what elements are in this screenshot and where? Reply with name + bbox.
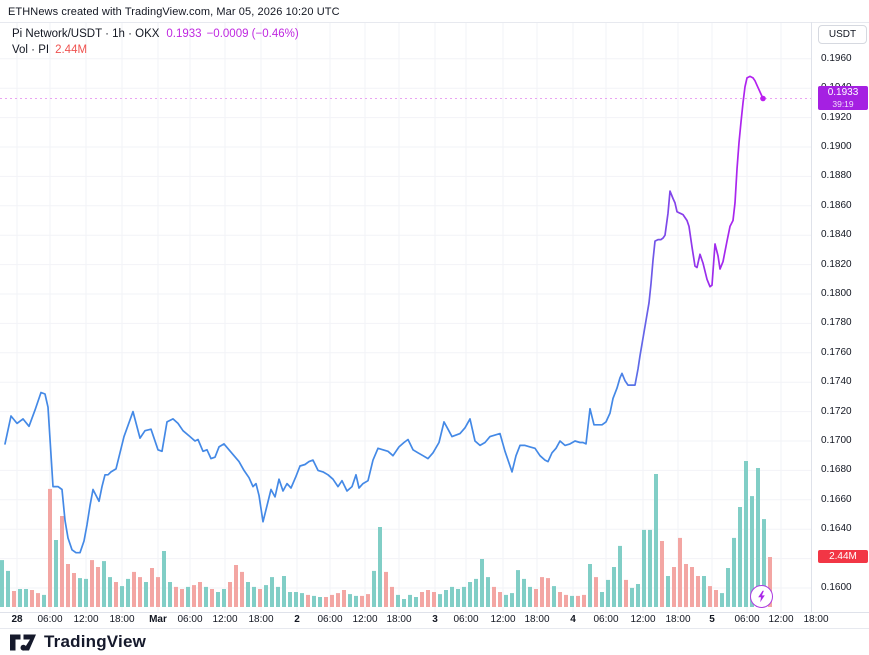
time-tick-label: 12:00 xyxy=(768,614,794,625)
price-tick-label: 0.1600 xyxy=(821,582,852,593)
price-tick-label: 0.1880 xyxy=(821,170,852,181)
candle-countdown: 39:19 xyxy=(832,99,854,109)
header-separator xyxy=(0,22,869,23)
time-axis-separator xyxy=(0,612,869,613)
time-tick-label: 2 xyxy=(294,614,300,625)
price-tick-label: 0.1900 xyxy=(821,141,852,152)
chart-legend[interactable]: Pi Network/USDT · 1h · OKX 0.1933 −0.0009 … xyxy=(12,26,299,58)
legend-volume-row[interactable]: Vol · PI 2.44M xyxy=(12,42,299,58)
time-tick-label: 12:00 xyxy=(630,614,656,625)
legend-change: −0.0009 (−0.46%) xyxy=(206,28,299,40)
time-tick-label: 18:00 xyxy=(524,614,550,625)
time-tick-label: Mar xyxy=(149,614,167,625)
price-tick-label: 0.1800 xyxy=(821,288,852,299)
price-tick-label: 0.1720 xyxy=(821,406,852,417)
time-tick-label: 12:00 xyxy=(490,614,516,625)
last-price-value: 0.1933 xyxy=(827,87,859,98)
price-tick-label: 0.1640 xyxy=(821,523,852,534)
time-tick-label: 06:00 xyxy=(734,614,760,625)
price-axis-separator xyxy=(811,22,812,612)
time-tick-label: 18:00 xyxy=(803,614,829,625)
price-tick-label: 0.1760 xyxy=(821,347,852,358)
price-tick-label: 0.1780 xyxy=(821,317,852,328)
time-tick-label: 06:00 xyxy=(37,614,63,625)
tradingview-wordmark: TradingView xyxy=(44,632,147,651)
time-tick-label: 12:00 xyxy=(352,614,378,625)
price-line-series xyxy=(0,75,812,554)
time-tick-label: 06:00 xyxy=(177,614,203,625)
attribution-text: ETHNews created with TradingView.com, Ma… xyxy=(8,6,340,18)
time-tick-label: 4 xyxy=(570,614,576,625)
legend-last-price: 0.1933 xyxy=(166,28,202,40)
time-tick-label: 06:00 xyxy=(453,614,479,625)
price-tick-label: 0.1920 xyxy=(821,112,852,123)
time-tick-label: 18:00 xyxy=(109,614,135,625)
price-tick-label: 0.1820 xyxy=(821,259,852,270)
time-tick-label: 18:00 xyxy=(248,614,274,625)
time-tick-label: 18:00 xyxy=(386,614,412,625)
tradingview-logo[interactable]: TradingView xyxy=(10,632,146,652)
lightning-icon xyxy=(750,585,773,608)
legend-symbol-row[interactable]: Pi Network/USDT · 1h · OKX 0.1933 −0.0009 … xyxy=(12,26,299,42)
price-tick-label: 0.1860 xyxy=(821,200,852,211)
last-price-badge: 0.1933 39:19 xyxy=(818,86,868,110)
time-tick-label: 12:00 xyxy=(73,614,99,625)
time-tick-label: 28 xyxy=(11,614,23,625)
volume-badge: 2.44M xyxy=(818,550,868,563)
price-tick-label: 0.1960 xyxy=(821,53,852,64)
time-tick-label: 18:00 xyxy=(665,614,691,625)
time-tick-label: 12:00 xyxy=(212,614,238,625)
price-tick-label: 0.1740 xyxy=(821,376,852,387)
time-tick-label: 3 xyxy=(432,614,438,625)
volume-bars xyxy=(0,461,772,608)
price-tick-label: 0.1680 xyxy=(821,464,852,475)
legend-symbol: Pi Network/USDT · 1h · OKX xyxy=(12,28,160,40)
legend-volume-value: 2.44M xyxy=(55,44,88,56)
time-tick-label: 06:00 xyxy=(317,614,343,625)
footer-separator xyxy=(0,628,869,629)
currency-unit-button[interactable]: USDT xyxy=(818,25,867,44)
price-tick-label: 0.1700 xyxy=(821,435,852,446)
time-tick-label: 5 xyxy=(709,614,715,625)
price-tick-label: 0.1840 xyxy=(821,229,852,240)
time-tick-label: 06:00 xyxy=(593,614,619,625)
legend-volume-label: Vol · PI xyxy=(12,44,50,56)
tradingview-logo-icon xyxy=(10,634,36,651)
price-tick-label: 0.1660 xyxy=(821,494,852,505)
grid-lines xyxy=(0,22,812,612)
